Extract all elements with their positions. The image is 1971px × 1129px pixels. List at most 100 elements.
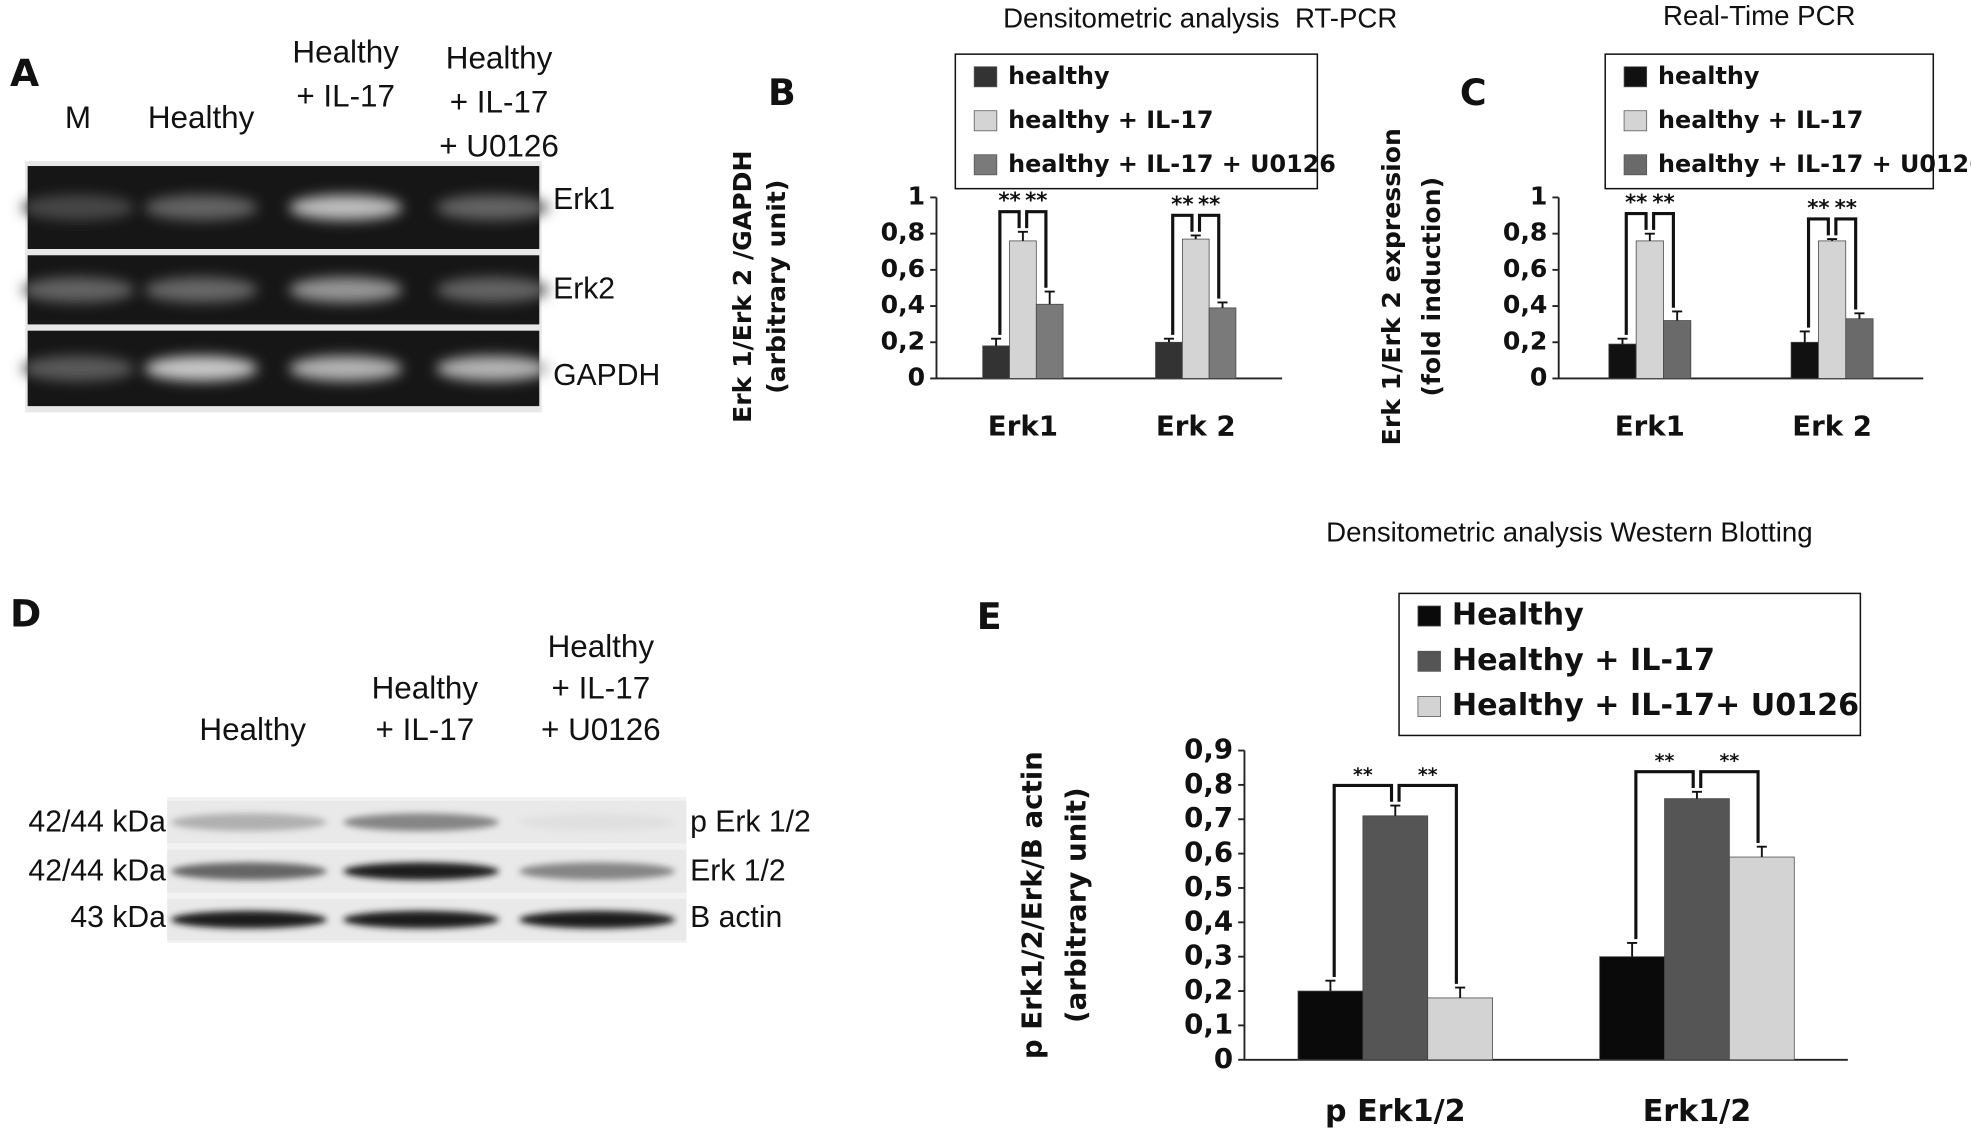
error-bar: [1163, 337, 1174, 343]
x-tick-label: Erk1: [988, 409, 1058, 442]
error-bar: [1044, 290, 1055, 305]
error-bar: [1617, 337, 1628, 345]
panel-label: A: [10, 51, 39, 95]
significance-label: **: [1353, 765, 1373, 786]
y-tick-label: 0,4: [881, 290, 926, 319]
size-label: 42/44 kDa: [28, 854, 166, 887]
gel-band: [144, 355, 258, 381]
y-axis-label: (arbitrary unit): [762, 180, 791, 394]
blot-band: [170, 910, 327, 929]
x-tick-label: Erk1: [1615, 409, 1685, 442]
error-bar: [1017, 230, 1028, 241]
blot-band: [170, 862, 327, 881]
significance-label: **: [998, 189, 1020, 214]
error-bar: [1827, 238, 1838, 241]
lane-label: Healthy: [446, 41, 553, 76]
error-bar: [1854, 312, 1865, 319]
legend-box: [1604, 53, 1935, 190]
legend-swatch: [1623, 154, 1648, 176]
lane-label: Healthy: [372, 670, 479, 705]
gel-band: [21, 194, 135, 221]
blot-band: [519, 813, 676, 831]
significance-label: **: [1655, 751, 1675, 772]
blot-band: [519, 910, 676, 929]
significance-label: **: [1418, 765, 1438, 786]
error-bar: [1627, 942, 1638, 957]
legend-label: healthy + IL-17 + U0126: [1008, 150, 1336, 178]
legend-box: [1398, 592, 1862, 737]
blot-band: [343, 862, 500, 881]
panel-label: E: [977, 595, 1002, 638]
significance-bracket: [1332, 783, 1394, 977]
gel-band: [436, 355, 550, 381]
y-tick-label: 1: [908, 181, 925, 210]
error-bar: [1672, 310, 1683, 321]
error-bar: [1691, 790, 1702, 799]
y-tick-label: 0,9: [1184, 733, 1233, 766]
y-tick-label: 0,6: [1184, 836, 1233, 869]
lane-label: Healthy: [148, 100, 255, 135]
chart-title: Densitometric analysis Western Blotting: [1326, 517, 1812, 548]
bar: [1208, 307, 1237, 379]
significance-bracket: [998, 210, 1021, 335]
lane-label: + IL-17: [450, 85, 549, 120]
gel-band: [21, 277, 135, 303]
lane-label: Healthy: [548, 629, 655, 664]
significance-label: **: [1835, 196, 1857, 221]
lane-label: + IL-17: [376, 712, 475, 747]
bar: [1818, 240, 1847, 379]
lane-label: + U0126: [439, 129, 559, 164]
bar: [1663, 320, 1692, 379]
legend-label: Healthy + IL-17+ U0126: [1452, 688, 1859, 723]
band-label: p Erk 1/2: [690, 805, 811, 838]
chart-title: Real-Time PCR: [1663, 0, 1855, 31]
gel-band: [289, 355, 403, 381]
y-tick-label: 0,4: [1184, 904, 1233, 937]
bar: [1845, 318, 1874, 379]
panel-label: D: [10, 592, 41, 636]
legend-label: healthy + IL-17: [1658, 106, 1863, 134]
band-label: Erk2: [553, 272, 615, 305]
bar: [1297, 990, 1364, 1061]
gel-band: [436, 194, 550, 221]
legend-label: Healthy + IL-17: [1452, 643, 1715, 678]
y-tick-label: 0,1: [1184, 1007, 1233, 1040]
legend-swatch: [1417, 650, 1441, 672]
y-tick-label: 0,4: [1503, 290, 1548, 319]
legend-swatch: [1417, 605, 1441, 627]
gel-band: [436, 277, 550, 303]
y-tick-label: 1: [1530, 181, 1547, 210]
legend-swatch: [973, 110, 998, 132]
significance-bracket: [1652, 211, 1675, 308]
legend-label: Healthy: [1452, 598, 1584, 633]
x-tick-label: Erk 2: [1156, 409, 1236, 442]
y-axis-label: (fold induction): [1417, 177, 1446, 397]
x-tick-label: p Erk1/2: [1325, 1094, 1466, 1129]
gel-band: [289, 194, 403, 221]
legend-swatch: [973, 66, 998, 88]
legend-swatch: [1623, 110, 1648, 132]
significance-bracket: [1634, 770, 1695, 940]
significance-label: **: [1720, 751, 1740, 772]
gel-band: [144, 194, 258, 221]
significance-bracket: [1834, 217, 1858, 310]
lane-label: + U0126: [541, 712, 661, 747]
significance-label: **: [1625, 190, 1647, 215]
significance-bracket: [1197, 213, 1221, 299]
blot-band: [519, 862, 676, 881]
y-axis-label: (arbitrary unit): [1059, 787, 1092, 1023]
size-label: 42/44 kDa: [28, 805, 166, 838]
significance-label: **: [1807, 196, 1829, 221]
bar: [1790, 341, 1819, 379]
y-tick-label: 0: [908, 362, 925, 391]
y-tick-label: 0,2: [1503, 326, 1548, 355]
y-tick-label: 0,6: [1503, 254, 1548, 283]
bar: [1599, 956, 1665, 1061]
band-label: GAPDH: [553, 359, 660, 392]
significance-label: **: [1171, 192, 1193, 217]
error-bar: [1644, 232, 1655, 241]
significance-bracket: [1806, 217, 1830, 328]
blot-band: [170, 813, 327, 831]
blot-band: [343, 910, 500, 929]
gel-band: [289, 277, 403, 303]
